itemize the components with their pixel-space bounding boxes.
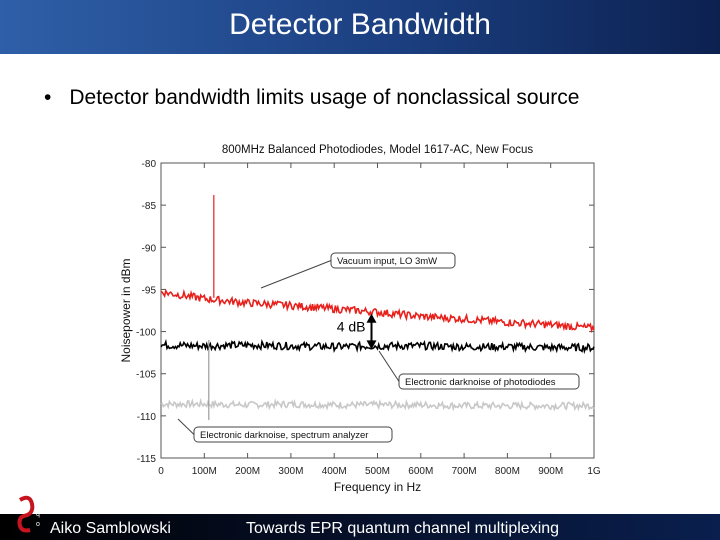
y-tick-label: -110 [137, 412, 157, 423]
logo-letter: o [36, 521, 40, 528]
x-tick-label: 400M [322, 466, 347, 477]
institute-logo: i q o [16, 494, 46, 534]
annotation-leader [177, 418, 195, 435]
annotation-box [330, 252, 456, 269]
annotation-leader [378, 350, 400, 382]
y-tick-label: -95 [142, 285, 157, 296]
logo-letter: i [36, 501, 38, 508]
x-tick-label: 600M [408, 466, 433, 477]
y-tick-label: -105 [136, 370, 156, 381]
y-tick-label: -115 [137, 454, 157, 465]
title-bar [0, 0, 720, 54]
footer-talk-title: Towards EPR quantum channel multiplexing [246, 520, 560, 537]
annotation-box [398, 373, 580, 390]
chart: 800MHz Balanced Photodiodes, Model 1617-… [116, 136, 606, 501]
series-line-analyzer_dark [160, 397, 595, 412]
chart-title: 800MHz Balanced Photodiodes, Model 1617-… [222, 144, 534, 156]
gap-label: 4 dB [337, 318, 366, 334]
x-tick-label: 200M [235, 466, 260, 477]
x-axis-label: Frequency in Hz [334, 480, 421, 494]
series-line-detector_dark [160, 338, 595, 355]
x-tick-label: 100M [192, 466, 217, 477]
x-tick-label: 500M [365, 466, 390, 477]
gap-arrow-head-down [366, 340, 377, 350]
annotation-text: Electronic darknoise, spectrum analyzer [200, 430, 368, 441]
x-tick-label: 1G [587, 466, 601, 477]
y-tick-label: -100 [136, 328, 156, 339]
footer-author: Aiko Samblowski [50, 520, 171, 537]
annotation-box [193, 426, 393, 443]
noise-spectrum-chart: 800MHz Balanced Photodiodes, Model 1617-… [119, 144, 601, 494]
footer-bar [0, 514, 720, 540]
annotation-leader [260, 260, 332, 289]
bullet-dot: • [44, 86, 52, 109]
annotation-text: Vacuum input, LO 3mW [337, 256, 437, 267]
y-tick-label: -90 [142, 243, 157, 254]
annotation-text: Electronic darknoise of photodiodes [405, 377, 556, 388]
bullet-item: • Detector bandwidth limits usage of nonc… [44, 86, 579, 110]
x-tick-label: 700M [452, 466, 477, 477]
gap-arrow-head-up [366, 313, 377, 323]
slide-title: Detector Bandwidth [229, 8, 491, 41]
logo-letter: q [36, 511, 40, 518]
bullet-text: Detector bandwidth limits usage of noncl… [69, 86, 580, 109]
y-tick-label: -85 [142, 201, 157, 212]
x-tick-label: 900M [538, 466, 563, 477]
y-tick-label: -80 [142, 159, 157, 170]
x-tick-label: 800M [495, 466, 520, 477]
x-tick-label: 0 [158, 466, 164, 477]
x-tick-label: 300M [278, 466, 303, 477]
y-axis-label: Noisepower in dBm [119, 258, 133, 362]
series-line-vacuum [160, 288, 595, 334]
plot-frame [160, 162, 595, 459]
